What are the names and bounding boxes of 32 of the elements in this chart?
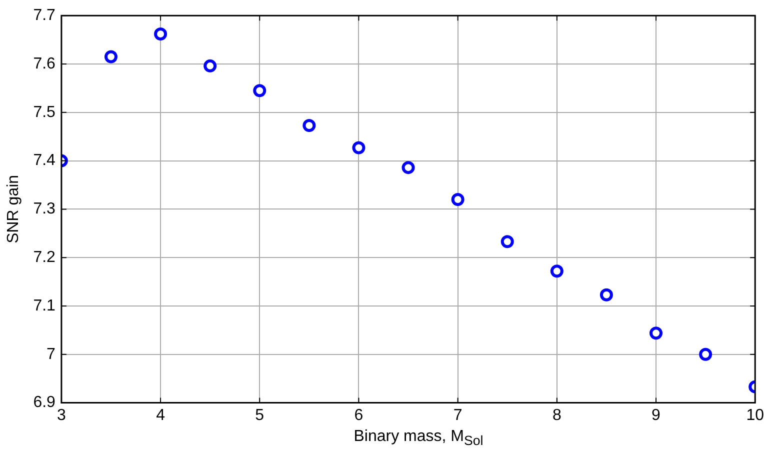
y-tick-label: 6.9 bbox=[33, 394, 56, 412]
point bbox=[650, 326, 663, 340]
point bbox=[352, 141, 366, 154]
x-tick-label: 4 bbox=[156, 406, 166, 424]
point bbox=[302, 118, 316, 132]
y-tick-label: 7.7 bbox=[33, 7, 56, 24]
x-tick-label: 8 bbox=[552, 406, 562, 424]
point bbox=[154, 27, 168, 40]
y-tick-label: 7 bbox=[46, 346, 56, 363]
point bbox=[204, 59, 217, 72]
point bbox=[500, 235, 514, 248]
y-tick-label: 7.2 bbox=[33, 249, 56, 266]
y-tick-label: 7.6 bbox=[33, 55, 56, 72]
point bbox=[699, 348, 712, 361]
point bbox=[253, 84, 266, 98]
y-tick-label: 7.3 bbox=[33, 200, 56, 218]
point bbox=[600, 288, 613, 302]
y-tick-label: 7.5 bbox=[33, 104, 56, 121]
y-tick-label: 7.1 bbox=[33, 297, 56, 314]
point bbox=[402, 161, 415, 174]
x-tick-label: 3 bbox=[56, 406, 66, 424]
x-tick-label: 9 bbox=[652, 406, 661, 424]
point bbox=[451, 193, 464, 206]
point bbox=[550, 264, 564, 278]
point bbox=[104, 50, 118, 64]
y-axis-title: SNR gain bbox=[5, 174, 22, 244]
x-axis-title: Binary mass, M$_{Sol}$ bbox=[352, 428, 484, 448]
y-tick-label: 7.4 bbox=[33, 152, 56, 170]
x-tick-label: 5 bbox=[255, 406, 264, 424]
x-tick-label: 6 bbox=[354, 406, 364, 424]
x-tick-label: 7 bbox=[453, 406, 462, 424]
x-tick-label: 10 bbox=[746, 406, 764, 424]
